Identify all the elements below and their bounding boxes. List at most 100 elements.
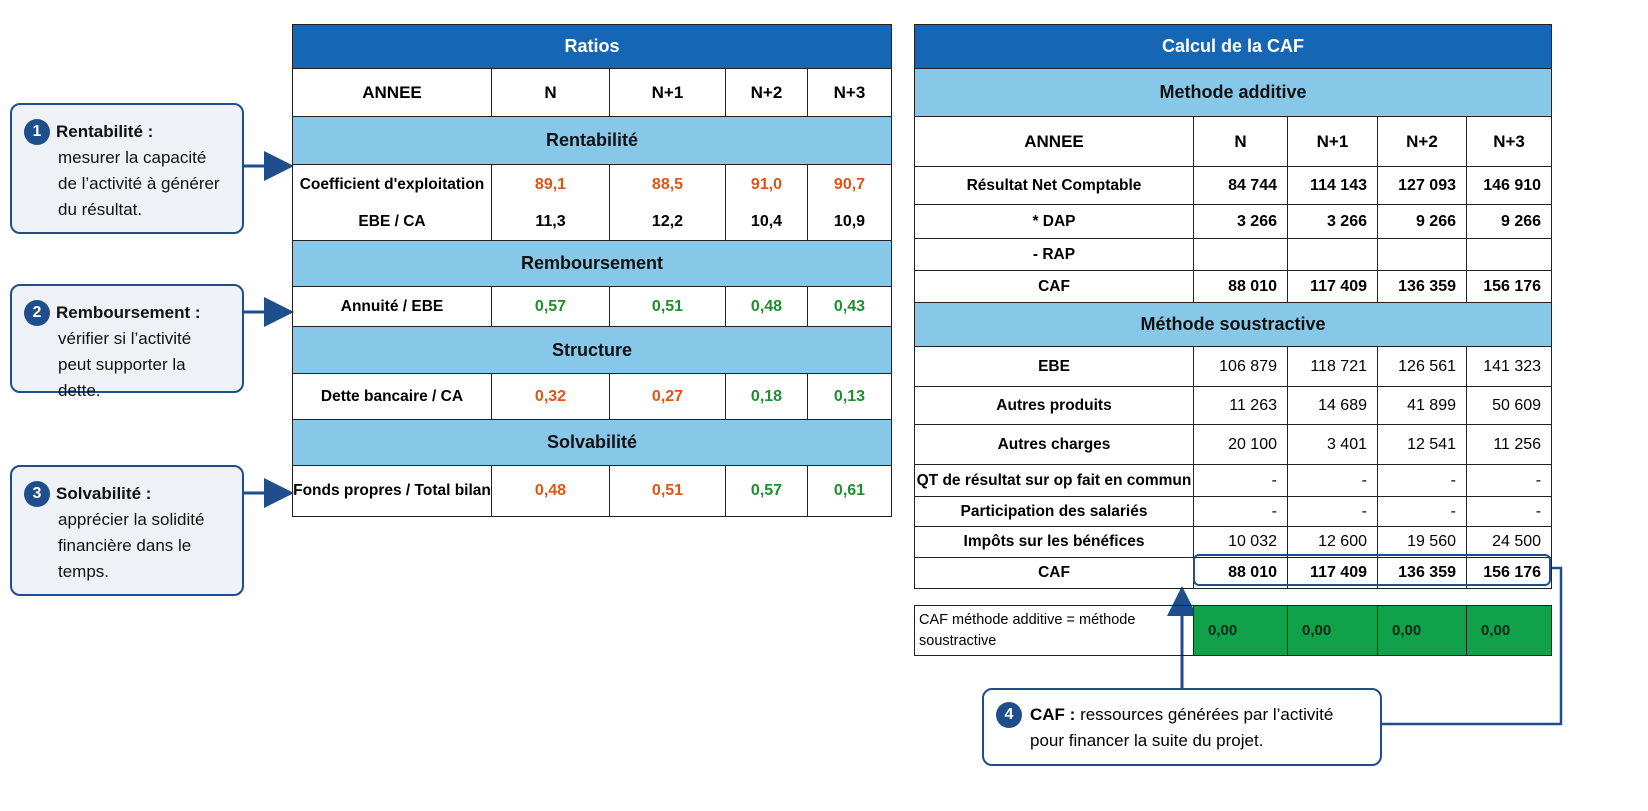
callout-number: 2	[24, 300, 50, 326]
ratio-value: 0,18	[725, 373, 808, 420]
callout-text: mesurer la capacité de l’activité à géné…	[58, 148, 220, 219]
check-value: 0,00	[1466, 605, 1552, 656]
caf-value: -	[1193, 496, 1288, 527]
caf-value: 3 266	[1287, 204, 1378, 239]
ratio-value: 10,4	[725, 204, 808, 241]
ratio-value: 0,48	[491, 465, 610, 517]
ratio-value: 10,9	[807, 204, 892, 241]
caf-value: -	[1377, 496, 1467, 527]
callout-text-line2: pour financer la suite du projet.	[1030, 731, 1264, 750]
callout-title: Rentabilité :	[56, 122, 154, 141]
caf-value: 12 600	[1287, 526, 1378, 558]
row-label: Fonds propres / Total bilan	[292, 465, 492, 517]
caf-value: -	[1465, 496, 1553, 527]
caf-value	[1193, 238, 1288, 271]
caf-value: 88 010	[1193, 557, 1288, 589]
row-label: Coefficient d'exploitation	[292, 164, 492, 205]
ratio-value: 12,2	[609, 204, 726, 241]
ratio-value: 0,13	[807, 373, 892, 420]
check-value: 0,00	[1377, 605, 1467, 656]
check-value: 0,00	[1193, 605, 1288, 656]
caf-value: 118 721	[1287, 346, 1378, 387]
caf-check-table: CAF méthode additive = méthode soustract…	[914, 605, 1552, 656]
ratio-value: 0,51	[609, 465, 726, 517]
header-annee: ANNEE	[292, 68, 492, 117]
row-label: EBE / CA	[292, 204, 492, 241]
caf-value: 20 100	[1193, 424, 1288, 465]
row-label: EBE	[914, 346, 1194, 387]
caf-value: -	[1193, 464, 1288, 497]
ratios-table: Ratios ANNEE N N+1 N+2 N+3 Rentabilité C…	[292, 24, 892, 517]
header-n1: N+1	[609, 68, 726, 117]
caf-value: 156 176	[1465, 557, 1553, 589]
ratio-value: 88,5	[609, 164, 726, 205]
callout-number: 3	[24, 481, 50, 507]
section-methode-soustractive: Méthode soustractive	[913, 302, 1553, 347]
caf-value: 3 401	[1287, 424, 1378, 465]
row-label: Dette bancaire / CA	[292, 373, 492, 420]
caf-value: 106 879	[1193, 346, 1288, 387]
header-n: N	[491, 68, 610, 117]
row-label: CAF	[914, 270, 1194, 303]
caf-value: 11 263	[1193, 386, 1288, 425]
row-label: Participation des salariés	[914, 496, 1194, 527]
header-n2: N+2	[1377, 116, 1467, 167]
caf-value: -	[1287, 464, 1378, 497]
row-label: Annuité / EBE	[292, 286, 492, 327]
ratio-value: 90,7	[807, 164, 892, 205]
caf-value: 126 561	[1377, 346, 1467, 387]
caf-value: 146 910	[1465, 166, 1553, 205]
caf-value: 3 266	[1193, 204, 1288, 239]
caf-value: 41 899	[1377, 386, 1467, 425]
ratio-value: 0,57	[491, 286, 610, 327]
header-n3: N+3	[1465, 116, 1553, 167]
ratio-value: 0,32	[491, 373, 610, 420]
caf-value	[1287, 238, 1378, 271]
caf-value: 84 744	[1193, 166, 1288, 205]
connector-caf-right	[1382, 566, 1563, 726]
caf-value: -	[1377, 464, 1467, 497]
header-annee: ANNEE	[914, 116, 1194, 167]
section-rentabilite: Rentabilité	[292, 116, 892, 165]
caf-highlight-box	[1193, 554, 1551, 586]
ratio-value: 0,48	[725, 286, 808, 327]
ratio-value: 0,43	[807, 286, 892, 327]
callout-number: 1	[24, 119, 50, 145]
section-remboursement: Remboursement	[292, 240, 892, 287]
caf-value: 14 689	[1287, 386, 1378, 425]
caf-title: Calcul de la CAF	[913, 24, 1553, 69]
caf-value: 10 032	[1193, 526, 1288, 558]
row-label: * DAP	[914, 204, 1194, 239]
callout-text: vérifier si l’activité peut supporter la…	[58, 329, 192, 400]
ratio-value: 0,27	[609, 373, 726, 420]
caf-value	[1377, 238, 1467, 271]
callout-rentabilite: 1 Rentabilité : mesurer la capacité de l’…	[10, 103, 244, 234]
caf-value: 117 409	[1287, 270, 1378, 303]
caf-value: 9 266	[1377, 204, 1467, 239]
caf-value: -	[1465, 464, 1553, 497]
section-structure: Structure	[292, 326, 892, 374]
callout-title: Remboursement :	[56, 303, 201, 322]
ratio-value: 0,51	[609, 286, 726, 327]
caf-value: 156 176	[1465, 270, 1553, 303]
header-n2: N+2	[725, 68, 808, 117]
header-n: N	[1193, 116, 1288, 167]
caf-value: 88 010	[1193, 270, 1288, 303]
ratio-value: 89,1	[491, 164, 610, 205]
ratios-title: Ratios	[292, 24, 892, 69]
callout-title: Solvabilité :	[56, 484, 152, 503]
caf-value: 9 266	[1465, 204, 1553, 239]
caf-table: Calcul de la CAF Methode additive ANNEE …	[913, 24, 1553, 589]
callout-solvabilite: 3 Solvabilité : apprécier la solidité fin…	[10, 465, 244, 596]
caf-value: 50 609	[1465, 386, 1553, 425]
callout-caf: 4 CAF : ressources générées par l’activit…	[982, 688, 1382, 766]
section-methode-additive: Methode additive	[913, 68, 1553, 117]
callout-number: 4	[996, 702, 1022, 728]
row-label: CAF	[914, 557, 1194, 589]
caf-value	[1465, 238, 1553, 271]
section-solvabilite: Solvabilité	[292, 419, 892, 466]
caf-value: 114 143	[1287, 166, 1378, 205]
row-label: Autres charges	[914, 424, 1194, 465]
row-label: Résultat Net Comptable	[914, 166, 1194, 205]
callout-text-line1: ressources générées par l’activité	[1080, 705, 1334, 724]
